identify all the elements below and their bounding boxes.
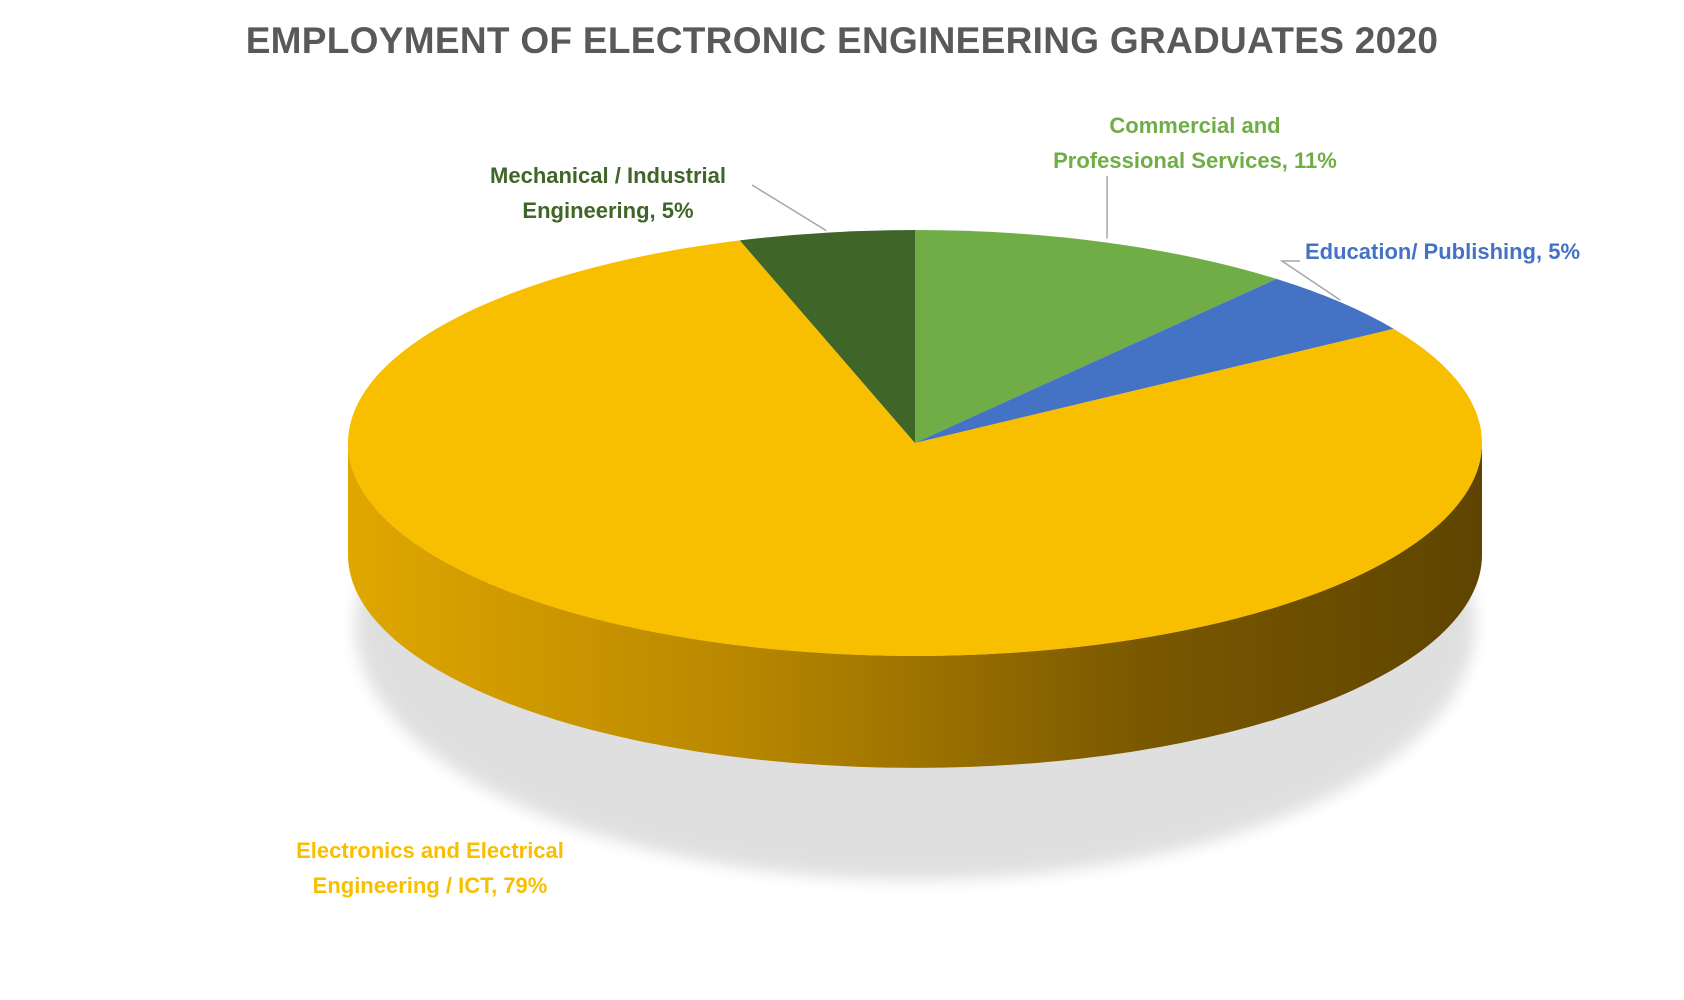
leader-line	[1279, 260, 1341, 301]
leader-line	[751, 184, 827, 232]
pie-slice-mechanical-industrial-engineering	[739, 230, 915, 443]
data-label: Mechanical / Industrial Engineering, 5%	[490, 163, 726, 223]
data-label: Education/ Publishing, 5%	[1305, 239, 1580, 264]
pie-slice-education-publishing	[915, 278, 1394, 443]
chart-title: EMPLOYMENT OF ELECTRONIC ENGINEERING GRA…	[245, 20, 1439, 61]
data-label: Electronics and Electrical Engineering / …	[296, 838, 564, 898]
data-label: Commercial and Professional Services, 11%	[1053, 113, 1337, 173]
pie-slice-commercial-and-professional-services	[915, 230, 1277, 443]
pie-slice-electronics-and-electrical-engineering-ict	[347, 240, 1482, 657]
pie-side-wall	[348, 443, 1482, 768]
